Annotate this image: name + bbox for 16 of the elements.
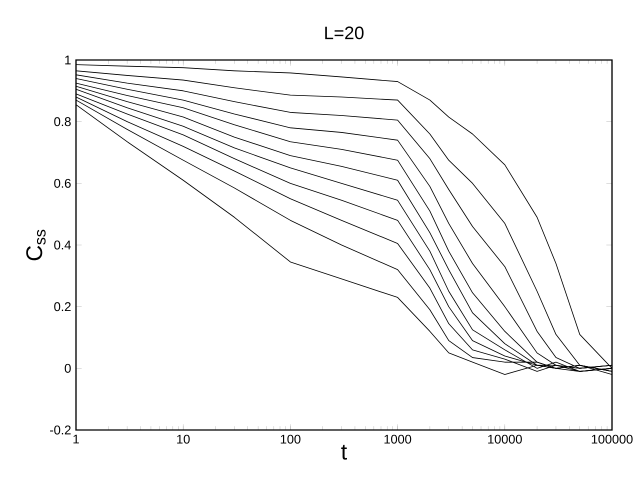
chart-title: L=20	[325, 26, 364, 40]
x-tick-label: 10	[177, 434, 190, 444]
y-tick-label: 0.8	[54, 117, 71, 126]
y-tick-label: -0.2	[50, 426, 71, 434]
x-tick-label: 100	[280, 434, 300, 444]
x-tick-label: 1	[73, 434, 79, 444]
y-tick-label: 0	[64, 364, 71, 373]
x-tick-label: 1000	[384, 434, 412, 444]
x-tick-label: 100000	[592, 434, 633, 444]
y-tick-label: 0.4	[54, 240, 71, 250]
x-axis-title: t	[341, 444, 347, 460]
y-tick-label: 0.2	[54, 302, 71, 312]
y-tick-label: 1	[65, 56, 71, 64]
y-axis-title: C$_{ss}$	[26, 230, 46, 260]
y-tick-label: 0.6	[54, 178, 71, 188]
x-tick-label: 10000	[488, 434, 522, 444]
